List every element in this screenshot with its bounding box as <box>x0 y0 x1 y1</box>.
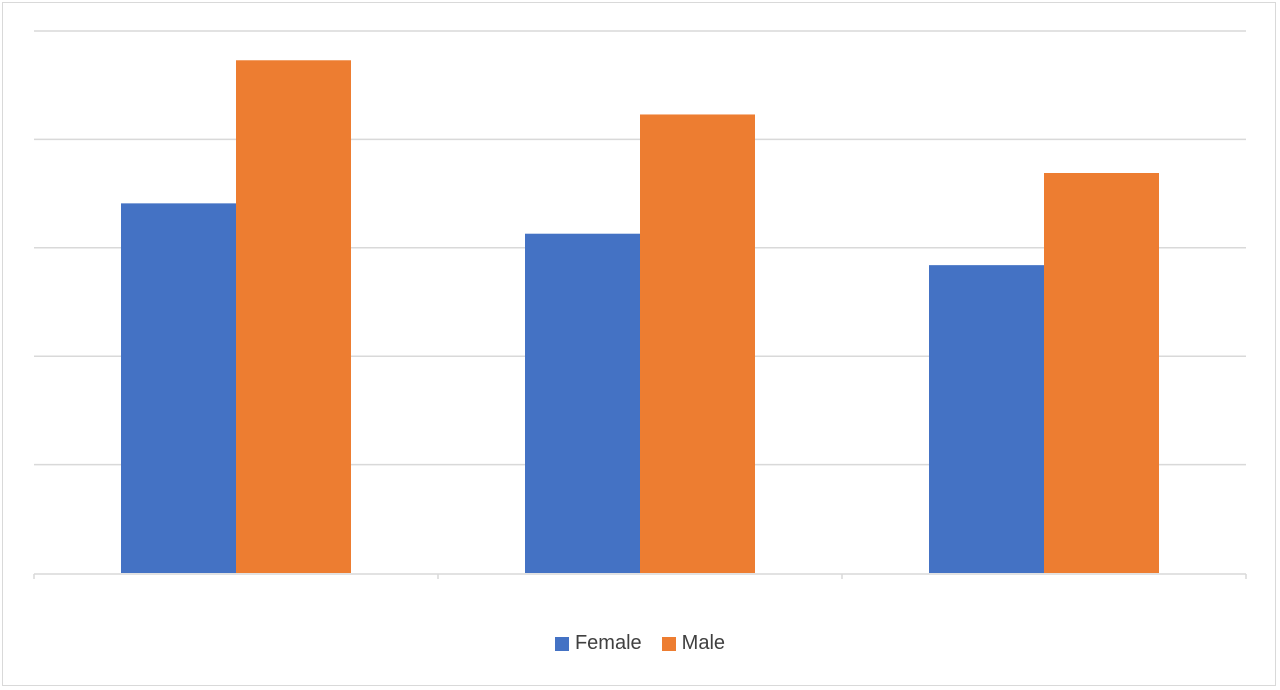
bar-male-1 <box>640 114 755 573</box>
bar-female-2 <box>929 265 1044 573</box>
bar-female-0 <box>121 203 236 573</box>
legend-item-female: Female <box>554 632 642 655</box>
legend-label-female: Female <box>574 632 642 654</box>
bar-male-0 <box>236 60 351 573</box>
legend-swatch-female <box>554 636 569 651</box>
legend: Female Male <box>0 632 1280 655</box>
legend-label-male: Male <box>681 632 726 654</box>
legend-item-male: Male <box>661 632 726 655</box>
bar-female-1 <box>525 233 640 573</box>
legend-swatch-male <box>661 636 676 651</box>
bar-male-2 <box>1044 173 1159 573</box>
